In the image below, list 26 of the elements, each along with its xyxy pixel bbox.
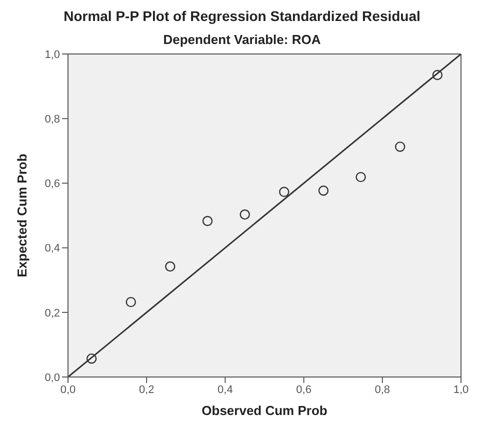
x-tick-label: 0,8 <box>374 384 390 396</box>
y-tick-label: 0,8 <box>44 114 60 126</box>
x-tick-label: 0,0 <box>60 384 76 396</box>
y-axis-title: Expected Cum Prob <box>14 154 30 278</box>
x-tick-label: 0,4 <box>218 384 233 396</box>
point <box>356 172 366 182</box>
y-tick-label: 1,0 <box>44 48 60 61</box>
y-tick-label: 0,4 <box>44 242 60 255</box>
x-tick-label: 0,2 <box>138 384 154 396</box>
point <box>165 261 176 272</box>
chart-title: Normal P-P Plot of Regression Standardized Residual <box>62 8 422 24</box>
x-tick-label: 0,6 <box>296 384 312 396</box>
y-tick-label: 0,0 <box>44 372 60 384</box>
x-axis-title: Observed Cum Prob <box>202 403 328 418</box>
point <box>394 142 406 152</box>
x-tick-label: 1,0 <box>453 384 469 396</box>
y-tick-label: 0,6 <box>44 178 60 190</box>
point <box>126 296 136 308</box>
point <box>279 186 290 198</box>
y-tick-label: 0,2 <box>44 307 60 320</box>
point <box>202 216 213 226</box>
point <box>240 209 250 220</box>
point <box>318 186 329 196</box>
point <box>86 353 97 364</box>
chart-subtitle: Dependent Variable: ROA <box>162 32 322 47</box>
point <box>432 70 443 80</box>
